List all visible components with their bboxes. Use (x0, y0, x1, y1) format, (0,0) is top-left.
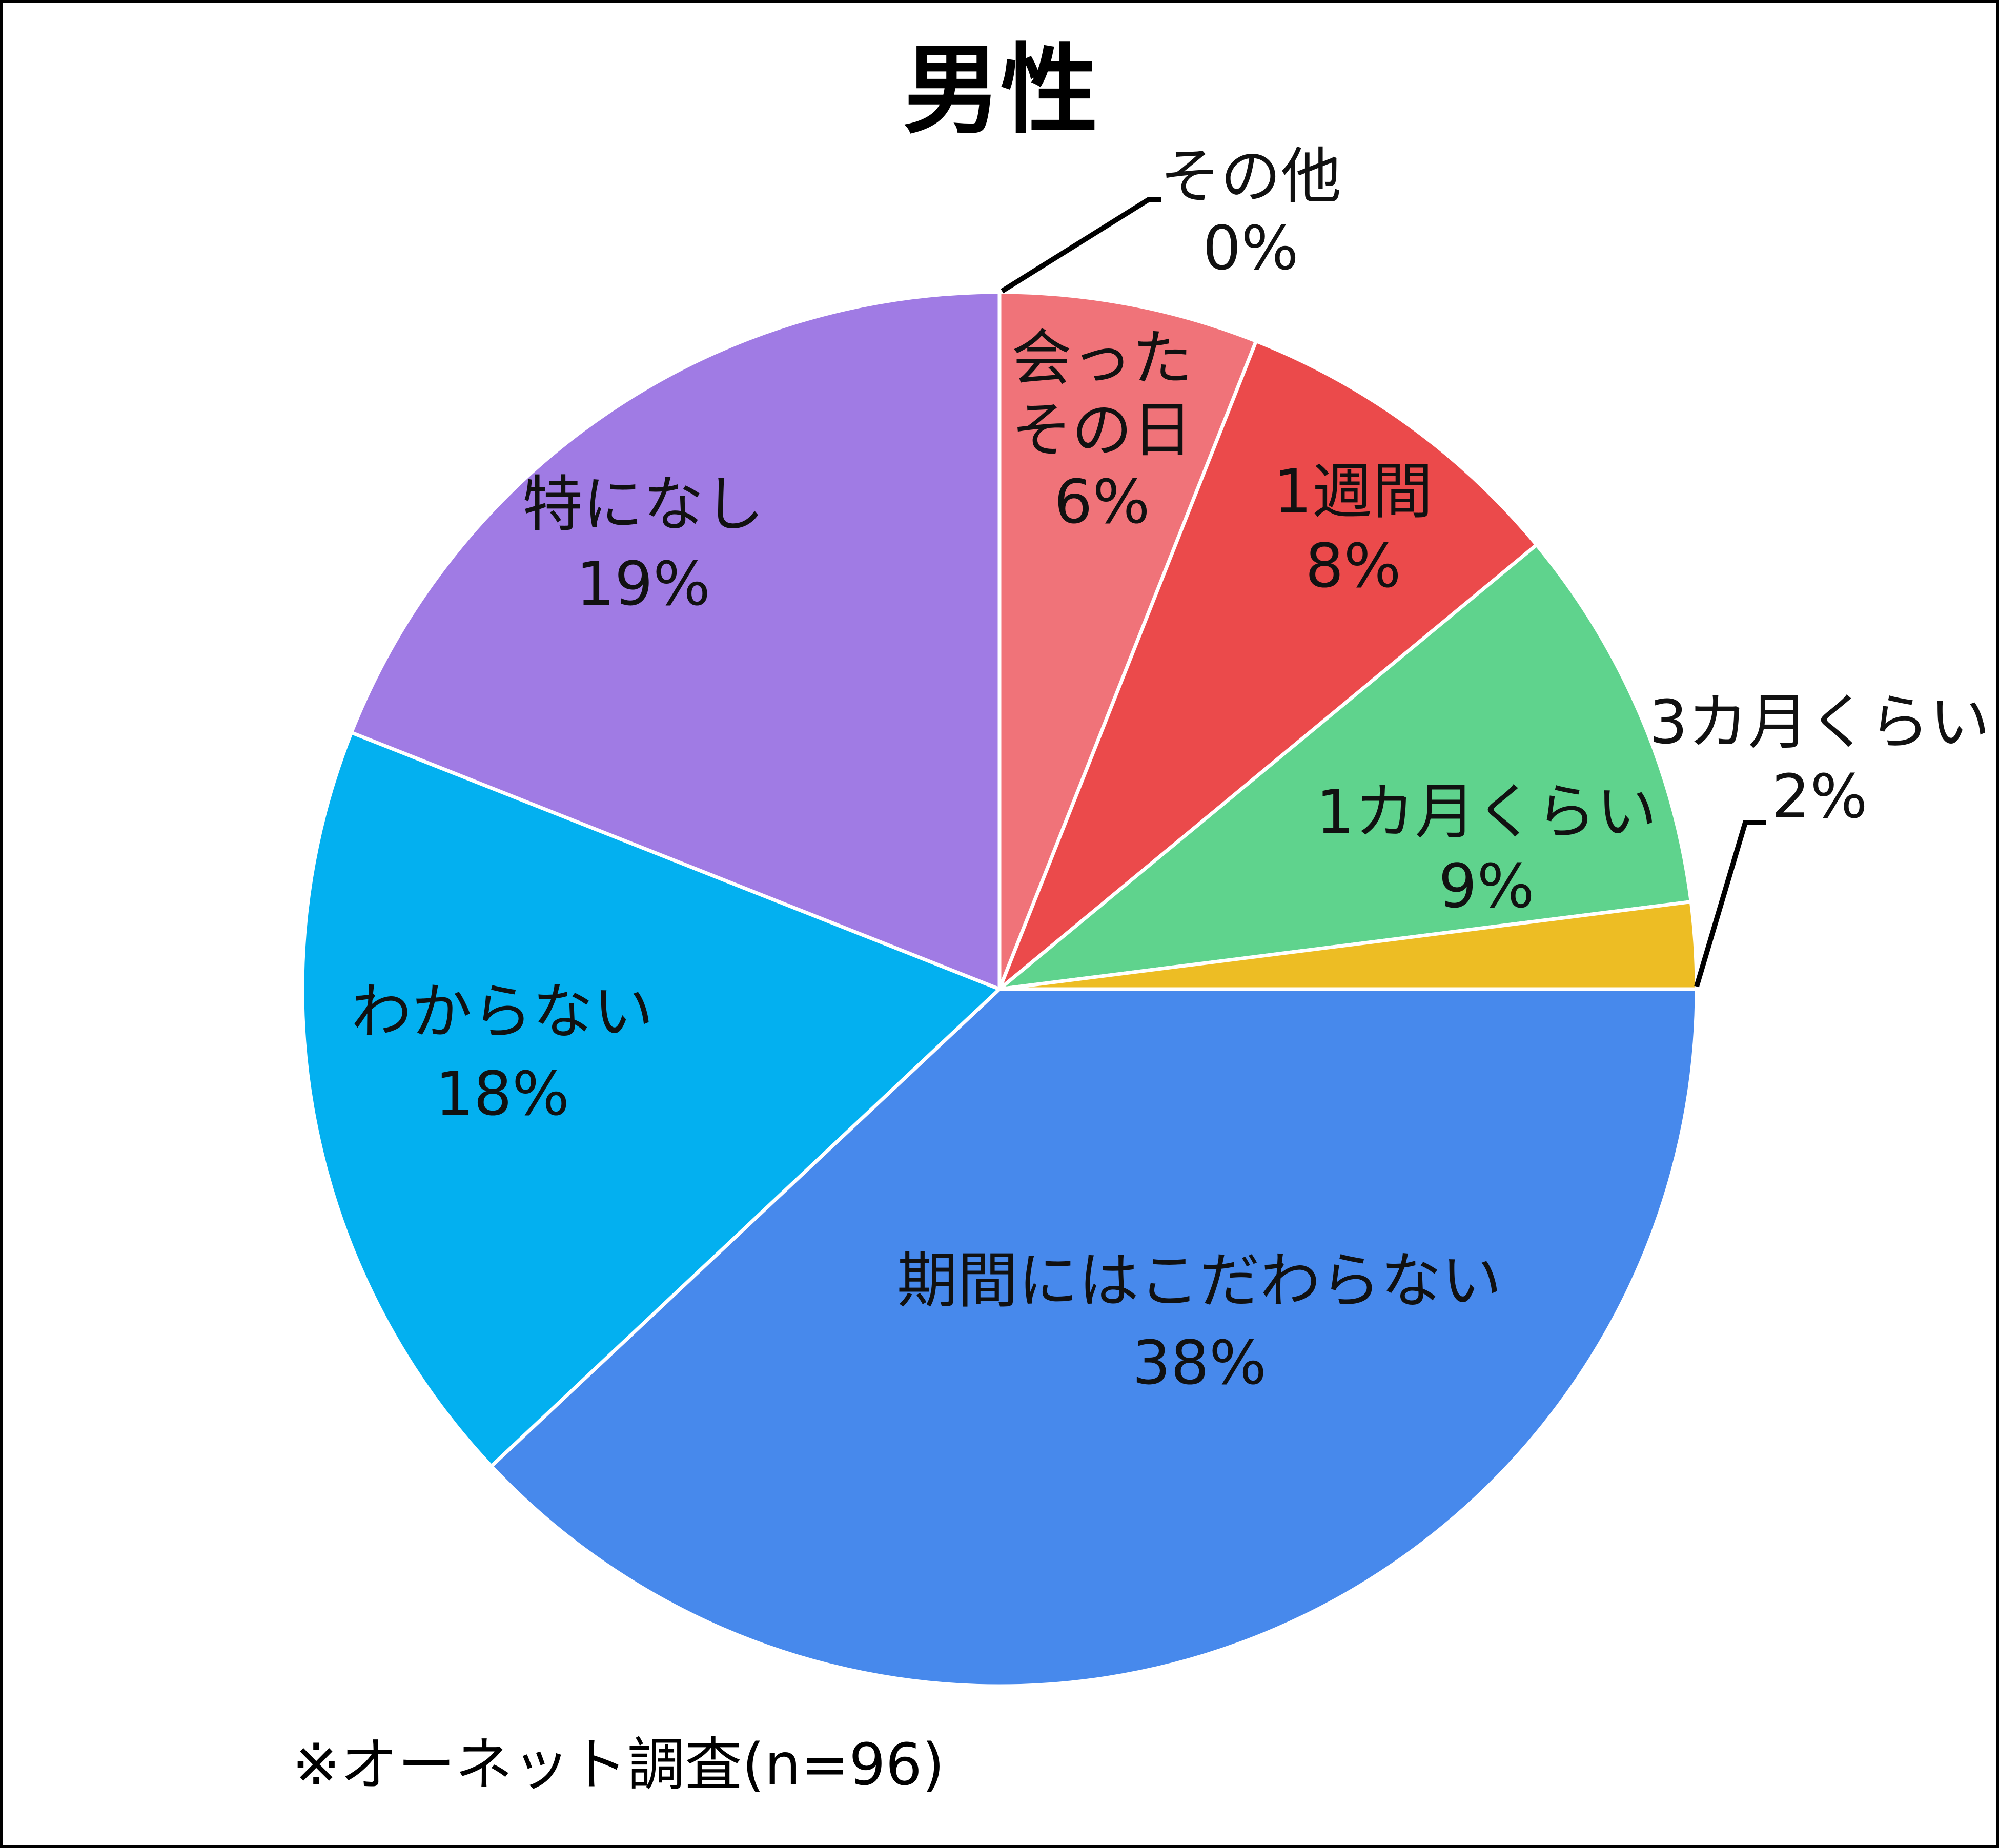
pie-slice-7 (350, 290, 1002, 991)
pie-slice-1 (997, 290, 1258, 991)
slice-label-line: その他 (1160, 141, 1341, 212)
pie-slice-2 (997, 339, 1539, 991)
slice-percent: 38% (1132, 1327, 1267, 1398)
slice-label-line: 1カ月くらい (1316, 776, 1657, 847)
slice-label-3: 1カ月くらい 9% (1316, 776, 1657, 921)
slice-percent: 8% (1305, 530, 1401, 601)
chart-title: 男性 (903, 34, 1098, 147)
slice-label-5: 期間にはこだわらない 38% (897, 1245, 1502, 1398)
slice-label-1: 会ったその日 6% (1011, 323, 1193, 537)
pie-slice-5 (489, 987, 1699, 1688)
slice-label-line: 3カ月くらい (1649, 687, 1990, 757)
slice-label-6: わからない 18% (351, 976, 654, 1129)
slice-label-8: その他 0% (1160, 141, 1341, 283)
leader-line-8 (1001, 197, 1161, 294)
slice-label-line: わからない (351, 976, 654, 1047)
slice-label-4: 3カ月くらい 2% (1649, 687, 1990, 832)
pie-slice-3 (997, 543, 1693, 991)
slice-label-7: 特になし 19% (522, 469, 764, 619)
slice-label-line: 会った (1011, 323, 1193, 394)
leader-line-4 (1694, 820, 1766, 988)
slice-label-line: 期間にはこだわらない (897, 1245, 1502, 1316)
slice-percent: 0% (1202, 213, 1298, 283)
slice-percent: 19% (576, 548, 710, 619)
slice-percent: 18% (435, 1058, 569, 1129)
slice-labels: 会ったその日 6% 1週間 8%1カ月くらい 9%3カ月くらい 2%期間にはこだわらない 3… (351, 141, 1990, 1398)
leader-lines (1001, 197, 1766, 988)
slice-percent: 6% (1054, 466, 1150, 537)
slice-label-line: その日 (1011, 395, 1193, 465)
slice-label-line: 特になし (522, 469, 764, 540)
slice-label-2: 1週間 8% (1273, 456, 1433, 601)
footnote: ※オーネット調査(n=96) (292, 1732, 945, 1798)
pie-slices (300, 290, 1699, 1688)
slice-percent: 9% (1438, 851, 1534, 921)
slice-percent: 2% (1771, 761, 1867, 832)
pie-slice-6 (300, 730, 1002, 1468)
slice-label-line: 1週間 (1273, 456, 1433, 527)
